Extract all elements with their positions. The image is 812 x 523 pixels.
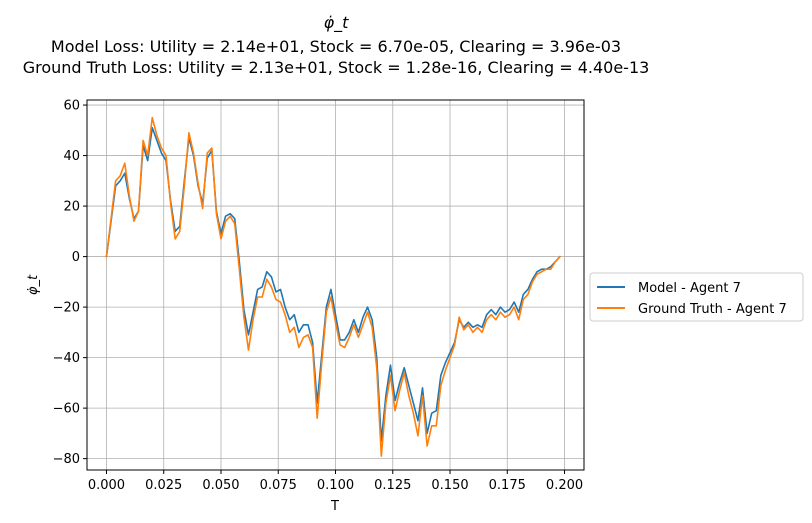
x-tick-label: 0.125	[374, 478, 411, 493]
y-tick-label: −20	[53, 301, 80, 316]
legend: Model - Agent 7 Ground Truth - Agent 7	[589, 272, 804, 322]
x-tick-label: 0.050	[202, 478, 239, 493]
chart-title: φ̇_t	[324, 13, 350, 33]
legend-label-model: Model - Agent 7	[638, 281, 741, 296]
y-tick-label: 20	[63, 200, 80, 215]
y-tick-label: 0	[72, 250, 80, 265]
x-tick-label: 0.200	[546, 478, 583, 493]
x-tick-label: 0.150	[431, 478, 468, 493]
y-tick-label: 60	[63, 99, 80, 114]
grid-lines	[87, 100, 584, 470]
series-line-model	[105, 126, 561, 442]
series-line-ground-truth	[105, 116, 561, 457]
legend-label-ground-truth: Ground Truth - Agent 7	[638, 302, 787, 317]
y-tick-label: −80	[53, 452, 80, 467]
x-tick-label: 0.075	[260, 478, 297, 493]
y-tick-label: 40	[63, 149, 80, 164]
legend-box	[589, 272, 804, 322]
y-tick-label: −60	[53, 402, 80, 417]
x-tick-label: 0.100	[317, 478, 354, 493]
x-tick-label: 0.175	[489, 478, 526, 493]
chart-subtitle-model: Model Loss: Utility = 2.14e+01, Stock = …	[51, 37, 621, 56]
x-tick-label: 0.000	[88, 478, 125, 493]
y-axis-label: φ̇_t	[26, 274, 41, 295]
x-tick-label: 0.025	[145, 478, 182, 493]
chart-subtitle-ground-truth: Ground Truth Loss: Utility = 2.13e+01, S…	[23, 58, 650, 77]
series-lines	[105, 116, 561, 457]
y-tick-label: −40	[53, 351, 80, 366]
y-axis-ticks: 60 40 20 0 −20 −40 −60 −80	[53, 99, 87, 467]
x-axis-label: T	[330, 499, 339, 514]
x-axis-ticks: 0.000 0.025 0.050 0.075 0.100 0.125 0.150 0.175…	[88, 470, 583, 493]
